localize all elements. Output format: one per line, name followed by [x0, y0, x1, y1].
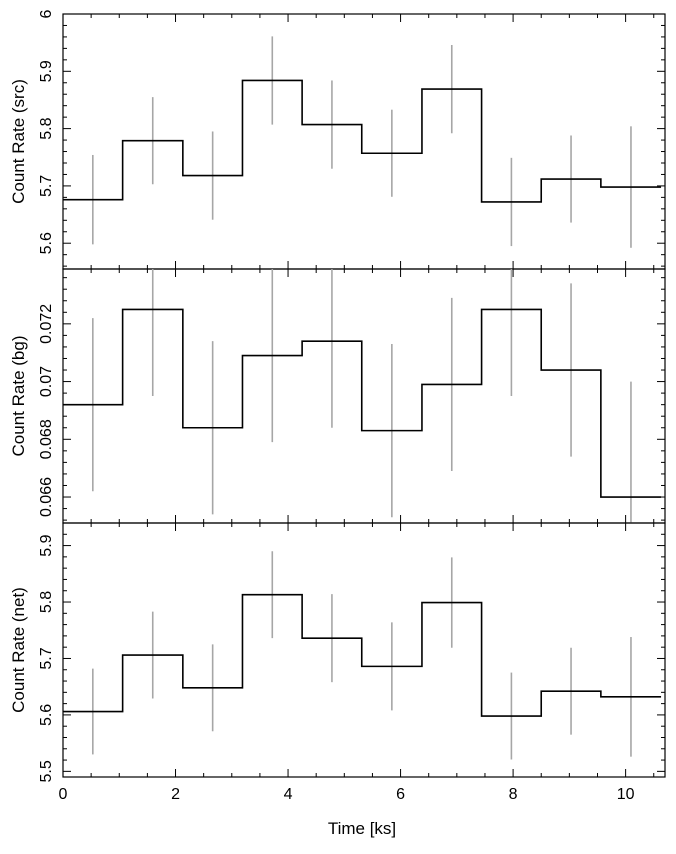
y-axis-label-bg: Count Rate (bg): [9, 336, 28, 457]
y-tick-label-bg: 0.068: [38, 419, 55, 459]
panel-src: 5.6 5.7 5.8 5.9 6 Count Rate (src): [9, 9, 666, 270]
x-tick-label: 4: [284, 786, 293, 803]
y-tick-label-net: 5.6: [38, 704, 55, 726]
y-tick-label-net: 5.8: [38, 591, 55, 613]
step-line-net: [63, 593, 662, 717]
x-tick-label: 8: [509, 786, 518, 803]
y-tick-label-src: 5.9: [38, 60, 55, 82]
y-tick-label-bg: 0.07: [38, 366, 55, 397]
y-tick-label-src: 6: [38, 9, 55, 18]
x-tick-label: 2: [171, 786, 180, 803]
step-line-src: [63, 79, 662, 203]
y-axis-label-net: Count Rate (net): [9, 587, 28, 713]
x-tick-label: 0: [59, 786, 68, 803]
y-tick-label-bg: 0.072: [38, 304, 55, 344]
y-tick-label-net: 5.9: [38, 534, 55, 556]
y-tick-label-src: 5.7: [38, 175, 55, 197]
y-tick-label-net: 5.7: [38, 647, 55, 669]
panel-bg: 0.066 0.068 0.07 0.072 Count Rate (bg): [9, 268, 666, 524]
step-line-bg: [63, 308, 662, 498]
y-tick-label-bg: 0.066: [38, 477, 55, 517]
x-axis-label: Time [ks]: [328, 819, 396, 838]
y-tick-label-src: 5.6: [38, 232, 55, 254]
y-tick-label-net: 5.5: [38, 760, 55, 782]
panel-frame-net: [62, 522, 666, 778]
x-tick-label: 6: [396, 786, 405, 803]
x-tick-label: 10: [617, 786, 635, 803]
panel-net: 5.5 5.6 5.7 5.8 5.9 Count Rate (net): [9, 522, 666, 782]
y-axis-label-src: Count Rate (src): [9, 79, 28, 204]
y-tick-label-src: 5.8: [38, 117, 55, 139]
